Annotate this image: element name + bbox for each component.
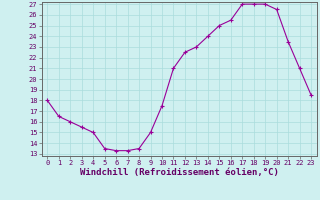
X-axis label: Windchill (Refroidissement éolien,°C): Windchill (Refroidissement éolien,°C)	[80, 168, 279, 177]
